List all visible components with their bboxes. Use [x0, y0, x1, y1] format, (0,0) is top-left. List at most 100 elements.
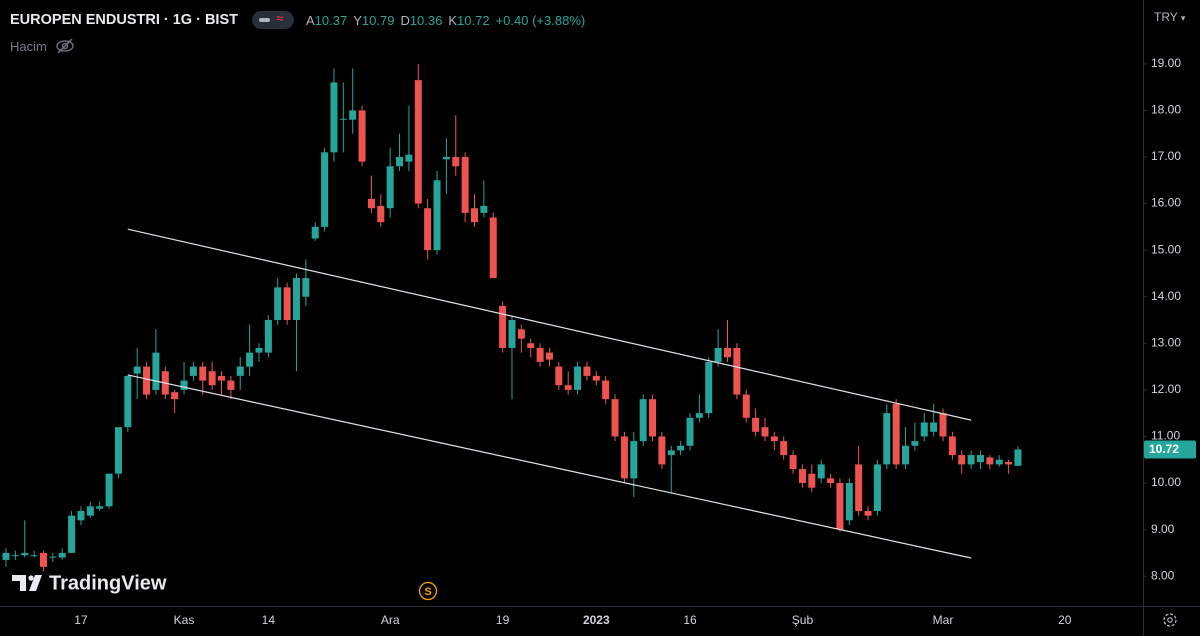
candle-body — [180, 380, 188, 390]
candle-body — [545, 352, 553, 360]
candle — [911, 422, 919, 451]
candle — [489, 212, 497, 279]
candle — [723, 320, 731, 362]
candle — [761, 417, 769, 442]
candle-body — [911, 441, 919, 446]
candle — [602, 375, 610, 404]
symbol[interactable]: EUROPEN ENDUSTRI · 1G · BIST — [10, 12, 238, 28]
candle — [1014, 446, 1022, 467]
candle-body — [199, 366, 207, 381]
brand-name: TradingView — [49, 572, 167, 594]
candle — [471, 194, 478, 227]
candle — [105, 473, 113, 509]
candle-body — [592, 375, 600, 381]
candle — [667, 445, 675, 493]
candle — [246, 324, 254, 376]
candle-body — [367, 198, 375, 209]
candle — [433, 170, 441, 255]
currency-label: TRY — [1154, 10, 1178, 24]
candle-body — [855, 464, 863, 511]
candle-body — [836, 483, 844, 530]
candle — [517, 324, 525, 353]
candle-body — [517, 329, 525, 339]
y-tick-label: 10.00 — [1151, 475, 1181, 489]
currency[interactable]: TRY ▾ — [1154, 10, 1185, 24]
candle — [68, 510, 76, 553]
candle — [124, 375, 132, 432]
ohlc-key: A — [306, 12, 315, 28]
last-price-tag — [1144, 440, 1196, 459]
event-marker[interactable] — [418, 581, 438, 601]
candle-body — [752, 417, 760, 432]
volume-label[interactable]: Hacim — [10, 38, 47, 54]
candle-body — [677, 445, 685, 451]
event-marker-label: S — [424, 586, 431, 598]
ohlc-value: 10.79 — [361, 12, 395, 28]
candle-body — [414, 80, 422, 204]
candle-body — [770, 436, 778, 442]
candle — [499, 301, 507, 353]
candle-body — [11, 555, 19, 557]
candle-body — [761, 427, 769, 437]
candle-body — [461, 156, 469, 213]
candle-body — [789, 455, 797, 470]
candle-body — [58, 552, 66, 558]
ohlc-key: D — [400, 12, 410, 28]
candle — [180, 361, 188, 395]
candle — [920, 413, 928, 442]
candle — [227, 375, 235, 400]
candle-body — [574, 366, 582, 390]
candle-body — [1005, 462, 1013, 465]
candle — [639, 394, 647, 446]
candle — [396, 133, 404, 171]
hidden-icon[interactable] — [55, 38, 75, 54]
settings-button[interactable] — [1163, 613, 1177, 627]
brand-icon-dot — [28, 575, 34, 581]
candle-body — [705, 361, 713, 414]
candle-body — [658, 436, 666, 465]
candle — [377, 194, 385, 227]
candle — [452, 115, 460, 176]
candle — [274, 278, 282, 325]
candle-body — [808, 473, 816, 488]
candle — [321, 147, 329, 232]
candle-body — [920, 422, 928, 437]
candle-body — [77, 510, 85, 521]
trendline — [127, 374, 972, 559]
y-tick-label: 11.00 — [1151, 429, 1180, 443]
candle — [948, 431, 956, 460]
candle-body — [620, 436, 628, 479]
x-tick-label: 16 — [683, 613, 697, 627]
candle-body — [189, 366, 197, 376]
brand-logo: TradingView — [12, 572, 167, 594]
candle — [143, 361, 151, 400]
candle-body — [602, 380, 610, 400]
candle — [508, 315, 516, 400]
candle-body — [564, 385, 572, 390]
candle-body — [227, 380, 235, 390]
candle — [2, 548, 10, 567]
candle — [292, 273, 300, 372]
candle-body — [527, 343, 535, 348]
candle-body — [377, 205, 385, 223]
x-tick-label: 17 — [74, 613, 88, 627]
candle-body — [330, 82, 338, 153]
candle — [892, 399, 900, 470]
candle — [236, 357, 244, 390]
candle — [367, 175, 375, 213]
candle-body — [883, 413, 891, 465]
candle — [442, 138, 450, 195]
candle-body — [386, 166, 394, 209]
market-status[interactable] — [252, 10, 294, 29]
y-tick-label: 18.00 — [1151, 103, 1181, 117]
x-tick-label: 2023 — [583, 613, 610, 627]
candle — [742, 389, 750, 423]
candle-body — [873, 464, 881, 511]
candle — [555, 361, 563, 390]
x-tick-label: Mar — [933, 613, 954, 627]
gear-outer — [1163, 613, 1177, 627]
candle-body — [302, 278, 310, 297]
candle — [817, 459, 825, 484]
candle-body — [30, 555, 38, 557]
